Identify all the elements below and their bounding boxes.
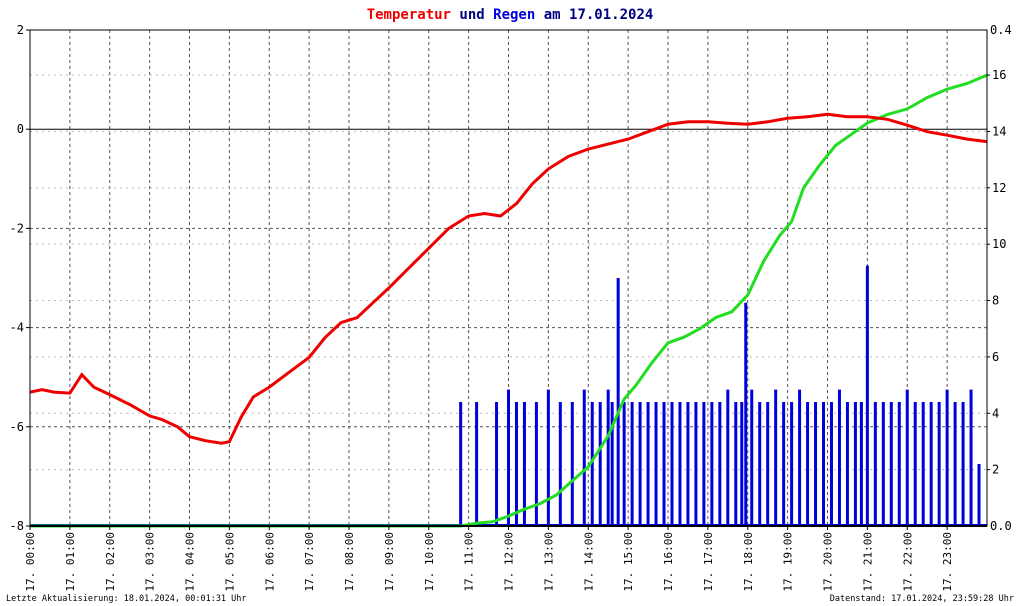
x-tick-label: 17. 22:00 — [901, 532, 914, 592]
x-tick-label: 17. 13:00 — [542, 532, 555, 592]
y-left-tick-label: 2 — [17, 23, 24, 37]
y-right-sum-tick-label: 8 — [992, 294, 999, 308]
x-tick-label: 17. 15:00 — [622, 532, 635, 592]
x-tick-label: 17. 21:00 — [861, 532, 874, 592]
y-right-sum-tick-label: 14 — [992, 124, 1006, 138]
x-tick-label: 17. 16:00 — [662, 532, 675, 592]
x-tick-label: 17. 03:00 — [144, 532, 157, 592]
x-tick-label: 17. 12:00 — [503, 532, 516, 592]
x-tick-label: 17. 17:00 — [702, 532, 715, 592]
grid — [30, 30, 987, 526]
rain-rate-series — [30, 265, 987, 526]
x-tick-label: 17. 08:00 — [343, 532, 356, 592]
y-right-sum-tick-label: 2 — [992, 463, 999, 477]
title-und: und — [451, 7, 493, 23]
x-tick-label: 17. 19:00 — [782, 532, 795, 592]
footer-last-update: Letzte Aktualisierung: 18.01.2024, 00:01… — [6, 594, 247, 604]
x-tick-label: 17. 18:00 — [742, 532, 755, 592]
x-tick-label: 17. 07:00 — [303, 532, 316, 592]
y-left-tick-label: -6 — [10, 420, 24, 434]
y-right-sum-tick-label: 16 — [992, 68, 1006, 82]
x-tick-label: 17. 00:00 — [24, 532, 37, 592]
x-tick-label: 17. 14:00 — [582, 532, 595, 592]
y-right-rate-tick-label: 0.0 — [990, 519, 1012, 533]
title-regen: Regen — [493, 7, 535, 23]
chart-title: Temperatur und Regen am 17.01.2024 — [367, 7, 654, 23]
y-left-tick-label: -4 — [10, 321, 24, 335]
y-right-sum-tick-label: 10 — [992, 237, 1006, 251]
title-date: am 17.01.2024 — [535, 7, 653, 23]
y-right-rate-tick-label: 0.4 — [990, 23, 1012, 37]
x-tick-label: 17. 02:00 — [104, 532, 117, 592]
footer-data-status: Datenstand: 17.01.2024, 23:59:28 Uhr — [830, 594, 1014, 604]
x-tick-label: 17. 01:00 — [64, 532, 77, 592]
x-tick-label: 17. 06:00 — [263, 532, 276, 592]
x-tick-label: 17. 09:00 — [383, 532, 396, 592]
temperature-line — [29, 112, 988, 445]
x-tick-label: 17. 04:00 — [184, 532, 197, 592]
title-temperature: Temperatur — [367, 7, 451, 23]
temperature-series — [29, 112, 988, 445]
y-left-tick-label: -2 — [10, 221, 24, 235]
x-tick-label: 17. 23:00 — [941, 532, 954, 592]
y-right-sum-tick-label: 6 — [992, 350, 999, 364]
x-tick-label: 17. 20:00 — [822, 532, 835, 592]
x-tick-label: 17. 11:00 — [463, 532, 476, 592]
y-right-sum-tick-label: 12 — [992, 181, 1006, 195]
x-tick-label: 17. 10:00 — [423, 532, 436, 592]
y-left-tick-label: 0 — [17, 122, 24, 136]
y-right-sum-tick-label: 4 — [992, 406, 999, 420]
tick-labels: -8 -6 -4 -2 0 2 0.0 0.4 2 4 6 8 10 12 14 16 17. 00:00 17.… — [10, 23, 1012, 592]
y-left-tick-label: -8 — [10, 519, 24, 533]
x-tick-label: 17. 05:00 — [223, 532, 236, 592]
